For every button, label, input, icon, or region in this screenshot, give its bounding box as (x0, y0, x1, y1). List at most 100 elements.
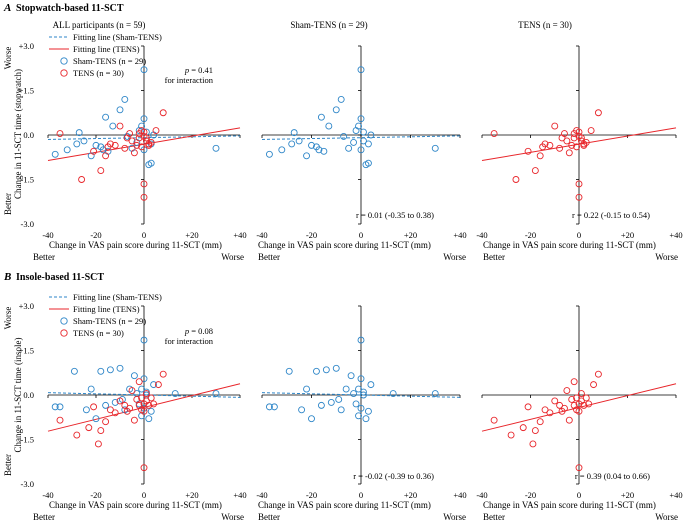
panel-a-xlabel-tens: Change in VAS pain score during 11-SCT (… (483, 240, 656, 250)
point-sham (138, 122, 146, 130)
point-tens (531, 427, 539, 435)
x-tick-label: +20 (185, 230, 198, 240)
point-tens (536, 418, 544, 426)
point-tens (56, 130, 64, 137)
point-tens (152, 127, 160, 135)
point-tens (138, 394, 146, 402)
point-tens (133, 396, 141, 403)
x-tick-label: +40 (669, 230, 682, 240)
point-sham (140, 66, 148, 74)
x-tick-label: +40 (453, 490, 466, 500)
panel-b-xlabel-tens: Change in VAS pain score during 11-SCT (… (483, 500, 656, 510)
point-sham (313, 367, 320, 375)
point-sham (97, 367, 105, 375)
legend-sham-label: Sham-TENS (n = 29) (73, 56, 146, 66)
panel-a-stats-sham: r = 0.01 (-0.35 to 0.38) (356, 210, 434, 220)
point-tens (145, 401, 153, 409)
point-sham (92, 141, 100, 149)
legend-tens-marker (60, 69, 68, 77)
y-tick-label: +3.0 (19, 41, 34, 51)
point-sham (350, 390, 358, 397)
point-tens (138, 143, 146, 151)
x-tick-label: 0 (359, 490, 363, 500)
point-tens (106, 140, 114, 148)
point-sham (87, 385, 95, 393)
fit-line-sham (47, 135, 241, 140)
fit-line-tens (481, 127, 677, 162)
point-sham (327, 398, 335, 406)
point-tens (140, 407, 148, 415)
panel-b-x-worse-all: Worse (221, 512, 244, 522)
panel-b-xlabel-all: Change in VAS pain score during 11-SCT (… (49, 500, 222, 510)
point-tens (154, 381, 162, 389)
x-tick-label: -40 (42, 230, 53, 240)
x-tick-label: -40 (256, 490, 267, 500)
point-sham (360, 137, 367, 145)
point-tens (128, 137, 136, 145)
point-tens (140, 128, 148, 136)
y-tick-label: +1.5 (19, 86, 34, 96)
panel-b-plot-sham: -40 -20 0 +20 +40 (256, 305, 467, 500)
point-tens (575, 407, 583, 415)
legend-fit-tens-label: Fitting line (TENS) (73, 304, 140, 314)
panel-a-header: A Stopwatch-based 11-SCT (3, 2, 124, 14)
point-sham (82, 406, 90, 414)
point-sham (270, 403, 278, 411)
legend-tens-label: TENS (n = 30) (73, 328, 124, 338)
point-sham (337, 406, 345, 414)
point-sham (265, 403, 273, 411)
point-tens (135, 378, 143, 386)
point-tens (570, 134, 578, 142)
point-sham (431, 390, 439, 397)
panel-a-interaction-p: p = 0.41 (184, 65, 213, 75)
point-sham (138, 385, 146, 393)
point-tens (159, 109, 167, 117)
point-tens (577, 134, 585, 142)
point-sham (303, 152, 310, 160)
point-sham (340, 133, 348, 140)
point-sham (345, 144, 353, 152)
panel-a-letter: A (3, 2, 11, 14)
point-tens (111, 409, 119, 417)
point-sham (56, 403, 64, 411)
x-tick-label: -20 (90, 230, 101, 240)
point-sham (352, 400, 360, 408)
point-sham (308, 415, 315, 423)
panel-b-heading: Insole-based 11-SCT (16, 272, 104, 283)
panel-a-title-sham: Sham-TENS (n = 29) (290, 20, 367, 30)
y-tick-label: -1.5 (21, 175, 34, 185)
y-tick-label: +1.5 (19, 346, 34, 356)
panel-a-xlabel-sham: Change in VAS pain score during 11-SCT (… (258, 240, 431, 250)
point-tens (135, 134, 143, 142)
legend-fit-sham-label: Fitting line (Sham-TENS) (73, 292, 162, 302)
point-tens (142, 134, 150, 142)
point-tens (126, 130, 134, 137)
point-sham (355, 122, 362, 130)
point-tens (128, 387, 136, 394)
point-sham (116, 364, 124, 372)
point-sham (290, 129, 298, 137)
point-tens (140, 180, 148, 188)
point-tens (563, 387, 571, 394)
x-tick-label: -20 (90, 490, 101, 500)
point-sham (109, 122, 117, 130)
y-tick-label: 0.0 (23, 390, 34, 400)
x-tick-label: +20 (621, 230, 634, 240)
panel-a-p-value: 0.41 (198, 65, 213, 75)
panel-b-x-better-tens: Better (483, 512, 505, 522)
panel-b-y-better: Better (3, 454, 13, 476)
p-equals: = (189, 65, 198, 75)
point-tens (102, 152, 110, 160)
point-tens (556, 401, 564, 409)
point-sham (92, 415, 100, 423)
panel-a-x-worse-all: Worse (221, 252, 244, 262)
point-sham (303, 385, 310, 393)
y-tick-label: -1.5 (21, 435, 34, 445)
x-tick-label: +40 (233, 230, 246, 240)
panel-b-interaction-note: for interaction (165, 336, 214, 346)
panel-b-xlabel-sham: Change in VAS pain score during 11-SCT (… (258, 500, 431, 510)
point-sham (102, 401, 110, 409)
x-tick-label: -20 (306, 490, 317, 500)
point-tens (56, 416, 64, 424)
point-tens (546, 409, 554, 417)
